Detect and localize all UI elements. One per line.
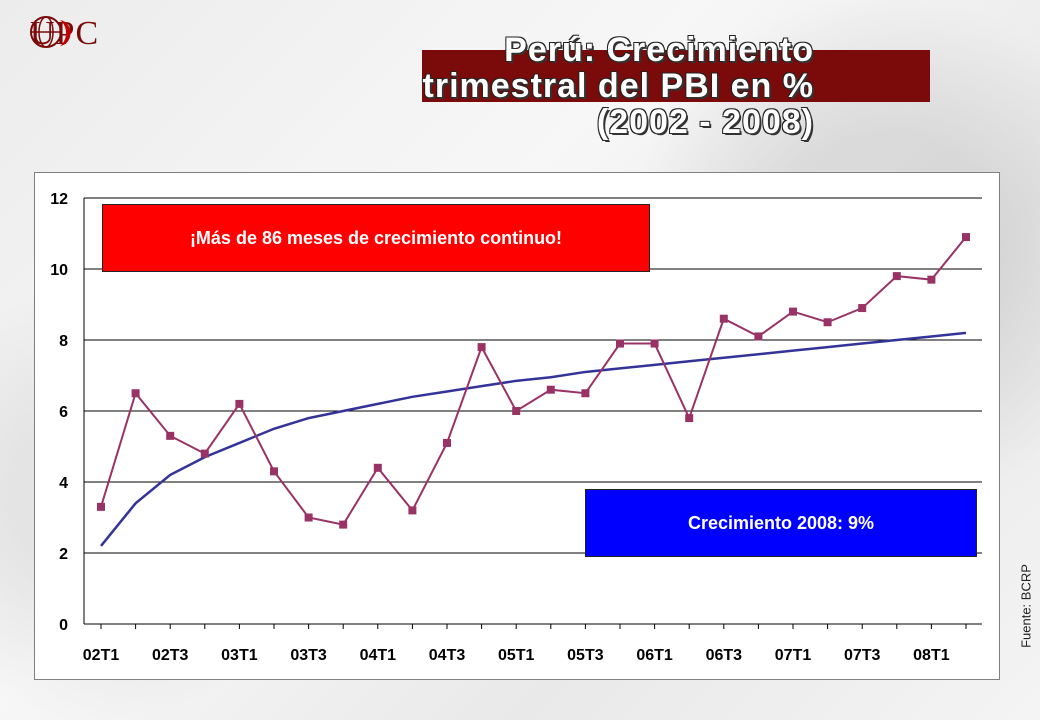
data-point — [650, 339, 659, 348]
y-tick-label: 4 — [59, 475, 68, 492]
data-point — [512, 407, 521, 415]
blue-callout: Crecimiento 2008: 9% — [585, 489, 977, 557]
data-point — [719, 314, 728, 323]
x-tick-label: 06T1 — [636, 647, 673, 664]
data-point — [685, 414, 694, 423]
x-tick-label: 05T1 — [498, 647, 535, 664]
x-tick-label: 04T1 — [360, 647, 397, 664]
data-point — [892, 272, 901, 281]
title-bar: Perú: Crecimiento trimestral del PBI en … — [422, 32, 930, 140]
data-point — [235, 399, 244, 408]
data-point — [443, 438, 451, 447]
x-tick-label: 07T1 — [775, 647, 812, 664]
data-point — [339, 520, 348, 529]
data-point — [858, 304, 867, 313]
globe-logo-icon — [30, 16, 71, 48]
data-point — [304, 513, 313, 522]
data-point — [546, 385, 555, 394]
x-tick-label: 03T3 — [290, 647, 327, 664]
upc-logo: UPC — [30, 12, 99, 56]
x-tick-label: 06T3 — [706, 647, 743, 664]
trend-line — [100, 331, 967, 547]
x-tick-label: 03T1 — [221, 647, 258, 664]
data-point — [616, 339, 624, 348]
x-tick-label: 05T3 — [567, 647, 604, 664]
y-tick-label: 8 — [59, 333, 68, 350]
x-tick-label: 08T1 — [913, 647, 950, 664]
data-point — [200, 449, 209, 458]
red-callout: ¡Más de 86 meses de crecimiento continuo… — [102, 204, 650, 272]
data-point — [754, 332, 763, 341]
data-point — [270, 467, 278, 476]
series-line — [100, 236, 967, 526]
x-tick-label: 04T3 — [429, 647, 466, 664]
source-note: Fuente: BCRP — [1018, 564, 1034, 648]
data-point — [581, 389, 590, 398]
x-tick-label: 07T3 — [844, 647, 881, 664]
data-point — [477, 343, 486, 352]
data-point — [166, 431, 175, 440]
x-tick-label: 02T3 — [152, 647, 189, 664]
data-point — [927, 275, 936, 284]
slide-title: Perú: Crecimiento trimestral del PBI en … — [422, 31, 814, 141]
data-point — [789, 307, 797, 316]
y-tick-label: 12 — [50, 191, 68, 208]
x-tick-label: 02T1 — [83, 647, 120, 664]
data-point — [97, 502, 105, 511]
y-tick-label: 0 — [59, 617, 68, 634]
y-tick-label: 6 — [59, 404, 68, 421]
data-point — [823, 318, 832, 327]
data-point — [131, 389, 140, 398]
data-point — [408, 506, 417, 515]
y-tick-label: 2 — [59, 546, 68, 563]
data-point — [962, 233, 970, 242]
y-tick-label: 10 — [50, 262, 68, 279]
data-point — [373, 463, 382, 472]
